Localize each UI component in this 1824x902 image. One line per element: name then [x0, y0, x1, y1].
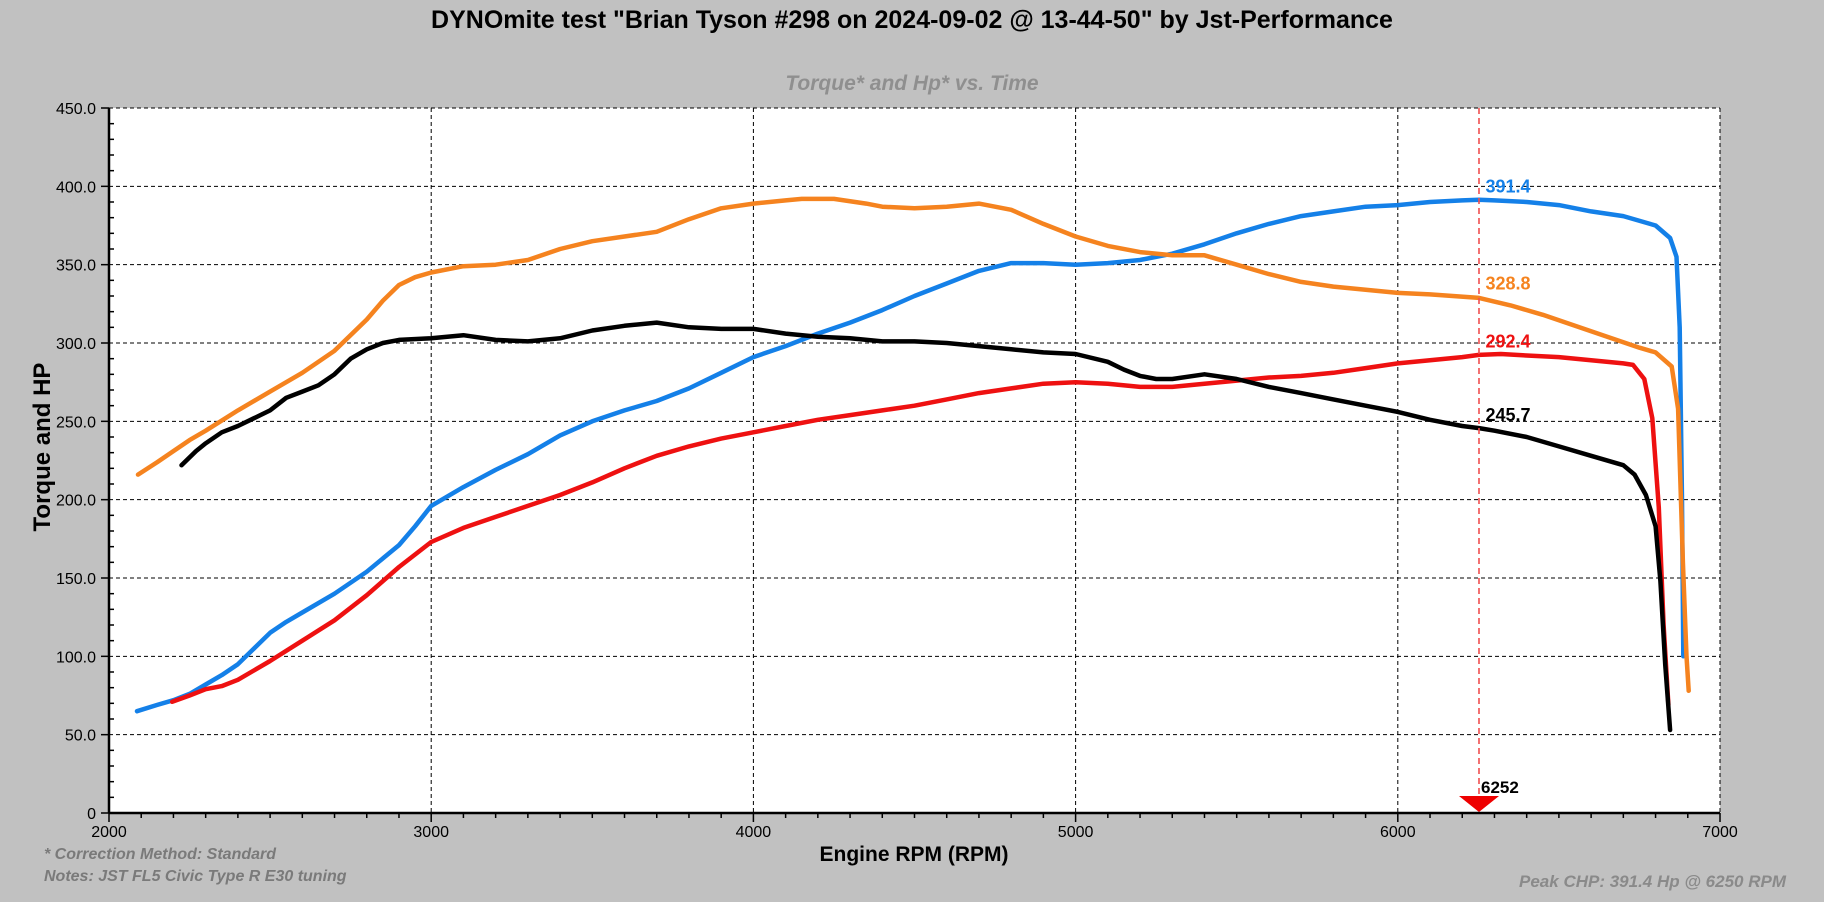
y-tick-label: 200.0: [56, 493, 96, 510]
y-tick-label: 400.0: [56, 179, 96, 196]
y-tick-label: 150.0: [56, 571, 96, 588]
black-torque-trace: [179, 320, 1673, 733]
blue-hp-trace: [134, 197, 1686, 714]
dyno-curves: [134, 196, 1691, 733]
plot-area: [109, 108, 1720, 813]
y-tick-label: 450.0: [56, 101, 96, 118]
x-tick-label: 5000: [1058, 824, 1094, 841]
curve-value-label-red: 292.4: [1485, 331, 1530, 351]
x-tick-label: 2000: [91, 824, 127, 841]
cursor-group: 6252: [1458, 108, 1519, 812]
curve-value-label-black: 245.7: [1485, 405, 1530, 425]
x-tick-label: 3000: [413, 824, 449, 841]
cursor-marker-icon: [1458, 796, 1499, 812]
footer-peak-chp: Peak CHP: 391.4 Hp @ 6250 RPM: [1519, 872, 1786, 891]
axis-lines: [107, 108, 1720, 815]
x-axis-title: Engine RPM (RPM): [819, 843, 1009, 866]
x-tick-label: 7000: [1702, 824, 1738, 841]
x-tick-label: 4000: [736, 824, 772, 841]
y-tick-label: 350.0: [56, 258, 96, 275]
y-tick-label: 50.0: [65, 728, 96, 745]
y-tick-label: 250.0: [56, 414, 96, 431]
chart-subtitle: Torque* and Hp* vs. Time: [785, 72, 1039, 95]
curve-value-label-blue: 391.4: [1485, 176, 1530, 196]
y-tick-label: 0: [87, 806, 96, 823]
curve-value-labels: 391.4 328.8 292.4 245.7: [1485, 176, 1530, 425]
orange-torque-trace: [135, 196, 1691, 694]
y-tick-label: 100.0: [56, 649, 96, 666]
tick-labels: 0 50.0 100.0 150.0 200.0 250.0 300.0 350.0 400.0…: [56, 101, 1738, 841]
footer-correction-method: * Correction Method: Standard: [44, 846, 277, 863]
y-tick-label: 300.0: [56, 336, 96, 353]
x-tick-label: 6000: [1380, 824, 1416, 841]
curve-value-label-orange: 328.8: [1485, 273, 1530, 293]
cursor-label: 6252: [1481, 778, 1519, 797]
footer-notes: Notes: JST FL5 Civic Type R E30 tuning: [44, 868, 347, 885]
red-hp-trace: [169, 351, 1671, 708]
page-title: DYNOmite test "Brian Tyson #298 on 2024-…: [431, 6, 1393, 34]
